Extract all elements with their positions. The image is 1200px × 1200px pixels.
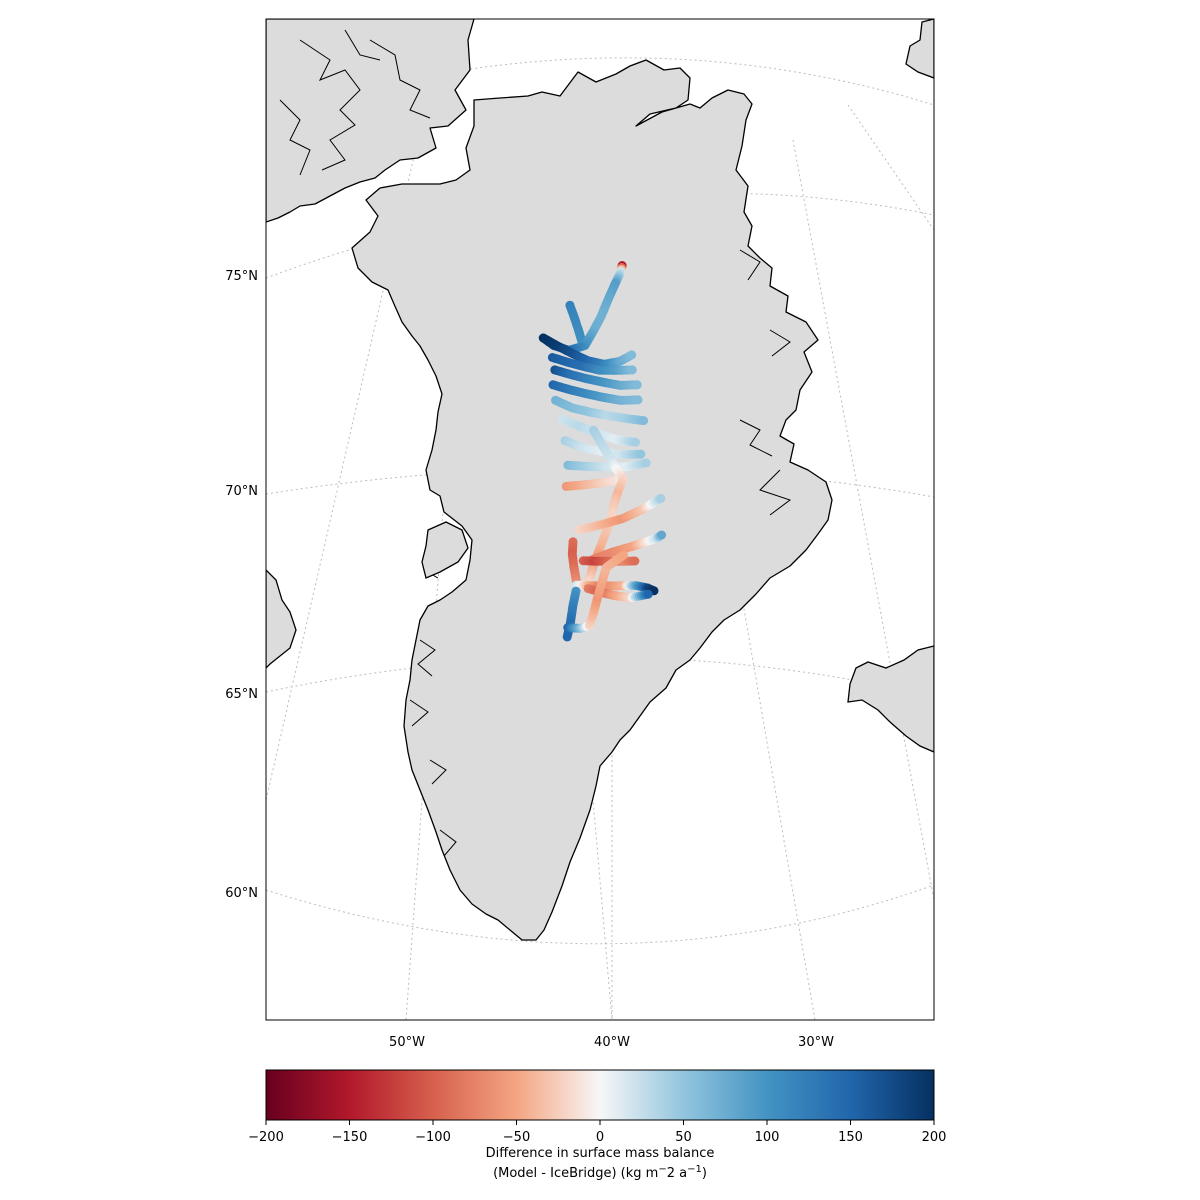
baffin-island-landmass: [266, 569, 297, 669]
greenland-landmass: [351, 59, 833, 941]
lon-label: 50°W: [389, 1035, 425, 1050]
meridian-line: [405, 169, 469, 1020]
colorbar-label-line1: Difference in surface mass balance: [486, 1146, 715, 1161]
colorbar: −200 −150 −100 −50 0 50 100 150 200 Difference i…: [248, 1069, 946, 1181]
colorbar-tick-label: −50: [503, 1130, 530, 1145]
lat-label: 75°N: [225, 269, 258, 284]
lat-label: 60°N: [225, 886, 258, 901]
ellesmere-island-landmass: [266, 19, 475, 223]
lon-label: 40°W: [594, 1035, 630, 1050]
parallel-line: [266, 884, 934, 945]
colorbar-tick-label: 50: [675, 1130, 692, 1145]
colorbar-tick-label: 100: [755, 1130, 780, 1145]
colorbar-label-exponent: −1: [687, 1164, 702, 1175]
colorbar-tick-label: −100: [415, 1130, 451, 1145]
data-point: [632, 380, 642, 390]
data-point: [636, 449, 646, 459]
data-point: [633, 395, 643, 405]
map-frame: [265, 18, 935, 1021]
colorbar-tick-label: −150: [332, 1130, 368, 1145]
coast-detail: [279, 29, 431, 176]
colorbar-tick-label: 0: [596, 1130, 604, 1145]
colorbar-label-part: (Model - IceBridge) (kg m: [493, 1166, 658, 1181]
iceland-landmass: [847, 645, 934, 753]
data-point: [641, 458, 651, 468]
data-point: [657, 530, 667, 540]
meridian-line: [847, 104, 934, 231]
northeast-island-landmass: [905, 19, 934, 79]
colorbar-label-part: ): [702, 1166, 707, 1181]
colorbar-tick-label: 150: [838, 1130, 863, 1145]
data-point: [643, 589, 653, 599]
lon-label: 30°W: [798, 1035, 834, 1050]
colorbar-label-sup: −: [658, 1164, 666, 1175]
colorbar-tick-label: 200: [922, 1130, 947, 1145]
data-point: [562, 632, 572, 642]
colorbar-tick-label: −200: [248, 1130, 284, 1145]
data-points: [538, 261, 667, 642]
colorbar-label-line2: (Model - IceBridge) (kg m−2 a−1): [493, 1164, 707, 1181]
lat-label: 70°N: [225, 484, 258, 499]
data-point: [627, 365, 637, 375]
colorbar-label-part: 2 a: [667, 1166, 687, 1181]
disko-island-landmass: [421, 521, 469, 579]
colorbar-gradient: [265, 1069, 935, 1121]
map-panel: [265, 18, 935, 1021]
data-point: [627, 350, 637, 360]
data-point: [631, 437, 640, 447]
lat-label: 65°N: [225, 687, 258, 702]
meridian-line: [792, 139, 934, 901]
data-point: [639, 416, 649, 426]
data-point: [618, 550, 628, 560]
colorbar-ticks: −200 −150 −100 −50 0 50 100 150 200: [248, 1120, 946, 1145]
data-point: [656, 493, 666, 503]
data-point: [630, 556, 640, 566]
